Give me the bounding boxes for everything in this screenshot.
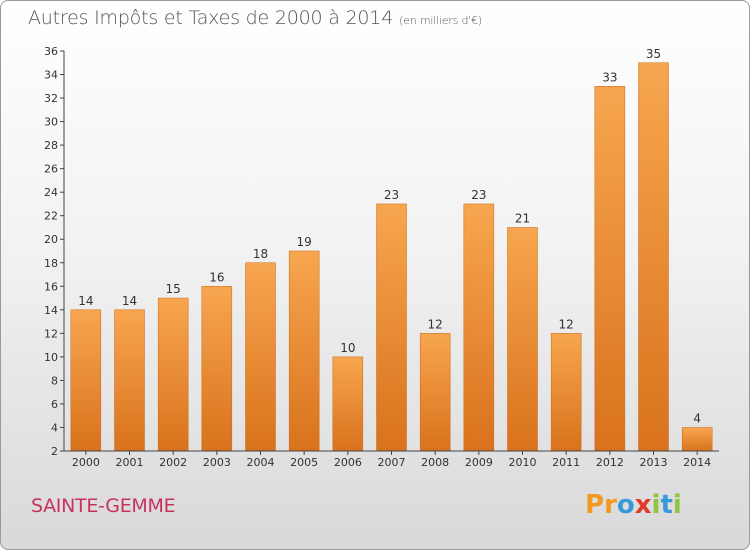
bar-value-label: 14 (78, 294, 93, 308)
logo-letter: t (660, 490, 673, 520)
y-tick-label: 30 (44, 116, 58, 129)
bar-value-label: 23 (384, 188, 399, 202)
bar-value-label: 35 (646, 47, 661, 61)
bar-2002 (157, 297, 189, 452)
y-tick-label: 2 (51, 445, 58, 458)
y-tick-label: 32 (44, 92, 58, 105)
x-tick-label: 2009 (465, 456, 493, 469)
logo-letter: x (634, 490, 652, 520)
y-tick-label: 26 (44, 163, 58, 176)
bar-value-label: 21 (515, 211, 530, 225)
y-tick-label: 14 (44, 304, 58, 317)
x-tick-label: 2001 (116, 456, 144, 469)
bar-value-label: 12 (428, 317, 443, 331)
x-tick-label: 2008 (421, 456, 449, 469)
chart-title: Autres Impôts et Taxes de 2000 à 2014 (en… (28, 7, 482, 29)
logo-letter: r (604, 490, 617, 520)
bar-value-label: 19 (297, 235, 312, 249)
y-tick-label: 12 (44, 327, 58, 340)
title-unit: (en milliers d'€) (399, 14, 482, 27)
bar-2013 (638, 62, 669, 452)
bar-2004 (245, 262, 276, 452)
bars: 14 14 15 16 18 19 10 23 12 23 21 12 33 35 4 (70, 47, 713, 452)
bar-2011 (550, 333, 582, 452)
bar-2009 (463, 203, 495, 452)
bar-value-label: 10 (340, 341, 355, 355)
logo-letter: i (672, 490, 682, 520)
x-tick-label: 2013 (640, 456, 668, 469)
y-tick-label: 34 (44, 69, 58, 82)
x-axis: 2000 2001 2002 2003 2004 2005 2006 2007 2008 2009… (64, 450, 719, 469)
x-tick-label: 2012 (596, 456, 624, 469)
bar-2012 (594, 86, 626, 452)
y-tick-label: 24 (44, 186, 58, 199)
x-tick-label: 2014 (683, 456, 711, 469)
y-tick-label: 8 (51, 374, 58, 387)
y-tick-label: 6 (51, 398, 58, 411)
x-tick-label: 2004 (247, 456, 275, 469)
y-tick-label: 20 (44, 233, 58, 246)
x-tick-label: 2011 (552, 456, 580, 469)
y-tick-label: 4 (51, 421, 58, 434)
x-tick-label: 2005 (290, 456, 318, 469)
x-tick-label: 2003 (203, 456, 231, 469)
y-tick-label: 10 (44, 351, 58, 364)
bar-value-label: 4 (693, 411, 701, 425)
x-tick-label: 2002 (159, 456, 187, 469)
bar-2001 (114, 309, 145, 452)
proxiti-logo[interactable]: Proxiti (585, 490, 682, 520)
bar-2007 (376, 203, 407, 452)
x-tick-label: 2010 (509, 456, 537, 469)
bar-2003 (201, 286, 233, 452)
bar-2008 (419, 333, 451, 452)
bar-value-label: 14 (122, 294, 137, 308)
bar-value-label: 12 (559, 317, 574, 331)
x-tick-label: 2006 (334, 456, 362, 469)
x-tick-label: 2007 (378, 456, 406, 469)
bar-value-label: 33 (602, 70, 617, 84)
y-tick-label: 28 (44, 139, 58, 152)
bar-value-label: 18 (253, 247, 268, 261)
bar-2014 (681, 427, 713, 452)
city-name: SAINTE-GEMME (31, 495, 176, 517)
logo-letter: P (585, 490, 605, 520)
logo-letter: o (616, 490, 635, 520)
title-text: Autres Impôts et Taxes de 2000 à 2014 (28, 7, 394, 29)
x-tick-label: 2000 (72, 456, 100, 469)
bar-value-label: 15 (166, 282, 181, 296)
logo-letter: i (651, 490, 661, 520)
y-tick-label: 16 (44, 280, 58, 293)
bar-2010 (507, 227, 538, 452)
bar-value-label: 16 (209, 270, 224, 284)
y-tick-label: 36 (44, 45, 58, 58)
bar-2006 (332, 356, 364, 452)
y-tick-label: 18 (44, 257, 58, 270)
bar-2000 (70, 309, 102, 452)
bar-2005 (288, 250, 320, 452)
y-tick-label: 22 (44, 210, 58, 223)
bar-value-label: 23 (471, 188, 486, 202)
